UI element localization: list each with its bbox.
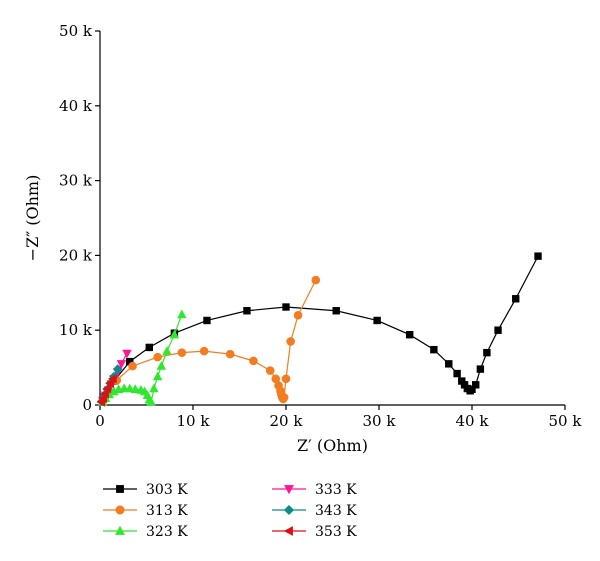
y-ticks: 0 10 k 20 k 30 k 40 k 50 k xyxy=(59,22,100,414)
x-tick-label: 50 k xyxy=(549,412,583,430)
data-point xyxy=(373,316,381,325)
legend-label: 303 K xyxy=(146,482,188,498)
data-point xyxy=(249,356,258,366)
legend-label: 333 K xyxy=(315,482,357,498)
data-point xyxy=(494,326,502,334)
data-point xyxy=(476,365,485,373)
data-point xyxy=(534,252,542,260)
series-line xyxy=(106,255,539,395)
data-point xyxy=(100,389,109,399)
y-tick-label: 20 k xyxy=(59,246,93,264)
legend-marker xyxy=(283,504,295,516)
legend-item: 323 K xyxy=(103,524,188,540)
data-point xyxy=(265,366,275,375)
legend-marker xyxy=(115,505,125,515)
data-point xyxy=(128,361,137,371)
x-tick-label: 10 k xyxy=(177,412,211,430)
data-point xyxy=(405,330,414,339)
y-tick-label: 40 k xyxy=(59,97,93,115)
data-point xyxy=(153,352,162,362)
data-point xyxy=(199,346,209,356)
data-point xyxy=(107,374,117,384)
data-point xyxy=(282,303,290,311)
data-point xyxy=(243,307,251,315)
data-point xyxy=(332,307,340,315)
data-point xyxy=(225,349,235,359)
data-point xyxy=(279,393,289,402)
legend-label: 323 K xyxy=(146,524,188,540)
y-tick-label: 10 k xyxy=(59,321,93,339)
legend-marker xyxy=(116,485,124,493)
legend-item: 303 K xyxy=(103,482,188,498)
legend-marker xyxy=(283,526,293,536)
y-tick-label: 50 k xyxy=(59,22,93,40)
series-313-k xyxy=(100,275,321,404)
legend-item: 333 K xyxy=(272,482,357,498)
data-point xyxy=(156,361,167,370)
series-353-k xyxy=(96,374,117,407)
legend-item: 343 K xyxy=(272,503,357,519)
x-tick-label: 40 k xyxy=(456,412,490,430)
data-point xyxy=(162,346,172,355)
y-tick-label: 30 k xyxy=(59,172,93,190)
legend-label: 353 K xyxy=(315,524,357,540)
data-point xyxy=(453,369,461,378)
data-point xyxy=(122,349,132,359)
data-point xyxy=(105,378,114,389)
legend-label: 343 K xyxy=(315,503,357,519)
data-point xyxy=(512,295,520,303)
legend-label: 313 K xyxy=(146,503,188,519)
data-point xyxy=(430,345,438,354)
series-323-k xyxy=(98,309,187,406)
data-point xyxy=(281,374,291,384)
y-axis-title: −Z″ (Ohm) xyxy=(23,175,42,262)
x-tick-label: 30 k xyxy=(363,412,397,430)
data-point xyxy=(112,364,123,374)
data-point xyxy=(468,385,476,393)
data-point xyxy=(445,360,453,368)
legend: 303 K 313 K 323 K 333 K 343 K 353 K xyxy=(103,482,357,540)
legend-item: 353 K xyxy=(272,524,357,540)
data-point xyxy=(293,310,303,320)
data-point xyxy=(149,383,159,393)
data-point xyxy=(130,384,141,393)
legend-marker xyxy=(284,485,294,495)
data-point xyxy=(169,329,180,339)
data-point xyxy=(177,309,187,319)
series-layer xyxy=(96,252,542,407)
x-tick-label: 20 k xyxy=(270,412,304,430)
series-303-k xyxy=(103,252,542,398)
data-point xyxy=(145,343,153,352)
data-point xyxy=(152,371,163,381)
data-point xyxy=(125,383,135,393)
data-point xyxy=(146,396,156,406)
data-point xyxy=(203,316,211,325)
axes xyxy=(99,31,565,406)
data-point xyxy=(177,348,187,357)
x-ticks: 0 10 k 20 k 30 k 40 k 50 k xyxy=(95,405,582,430)
legend-item: 313 K xyxy=(103,503,188,519)
y-tick-label: 0 xyxy=(82,396,92,414)
data-point xyxy=(472,381,480,389)
x-tick-label: 0 xyxy=(95,412,105,430)
data-point xyxy=(116,360,127,369)
data-point xyxy=(286,337,295,346)
x-axis-title: Z′ (Ohm) xyxy=(297,436,368,455)
data-point xyxy=(483,348,491,357)
data-point xyxy=(311,275,321,285)
legend-marker xyxy=(115,525,125,535)
data-point xyxy=(102,383,112,394)
